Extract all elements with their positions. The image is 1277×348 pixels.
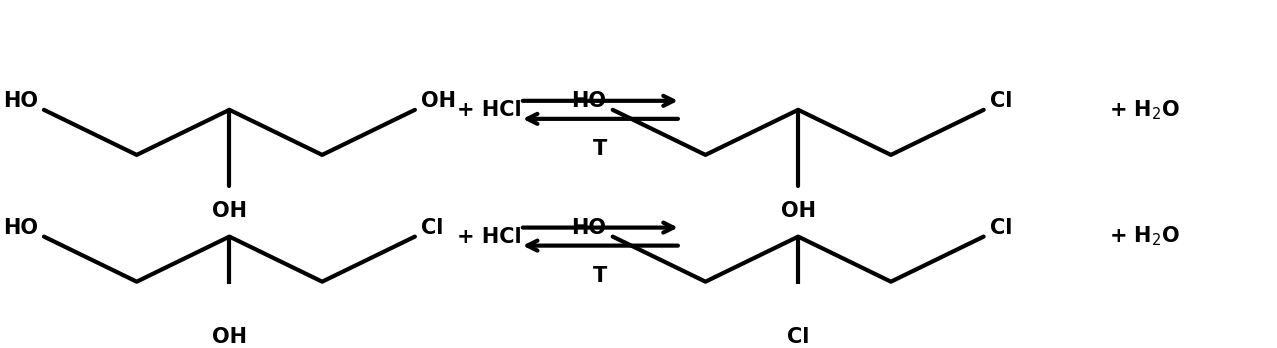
Text: HO: HO: [3, 218, 38, 238]
Text: OH: OH: [212, 327, 246, 347]
Text: + H$_2$O: + H$_2$O: [1108, 225, 1180, 248]
Text: + H$_2$O: + H$_2$O: [1108, 98, 1180, 122]
Text: + HCl: + HCl: [457, 100, 521, 120]
Text: OH: OH: [421, 92, 456, 111]
Text: T: T: [594, 139, 608, 159]
Text: HO: HO: [572, 218, 607, 238]
Text: Cl: Cl: [787, 327, 810, 347]
Text: Cl: Cl: [421, 218, 443, 238]
Text: OH: OH: [212, 200, 246, 221]
Text: Cl: Cl: [990, 218, 1013, 238]
Text: HO: HO: [572, 92, 607, 111]
Text: OH: OH: [780, 200, 816, 221]
Text: T: T: [594, 266, 608, 286]
Text: + HCl: + HCl: [457, 227, 521, 247]
Text: HO: HO: [3, 92, 38, 111]
Text: Cl: Cl: [990, 92, 1013, 111]
